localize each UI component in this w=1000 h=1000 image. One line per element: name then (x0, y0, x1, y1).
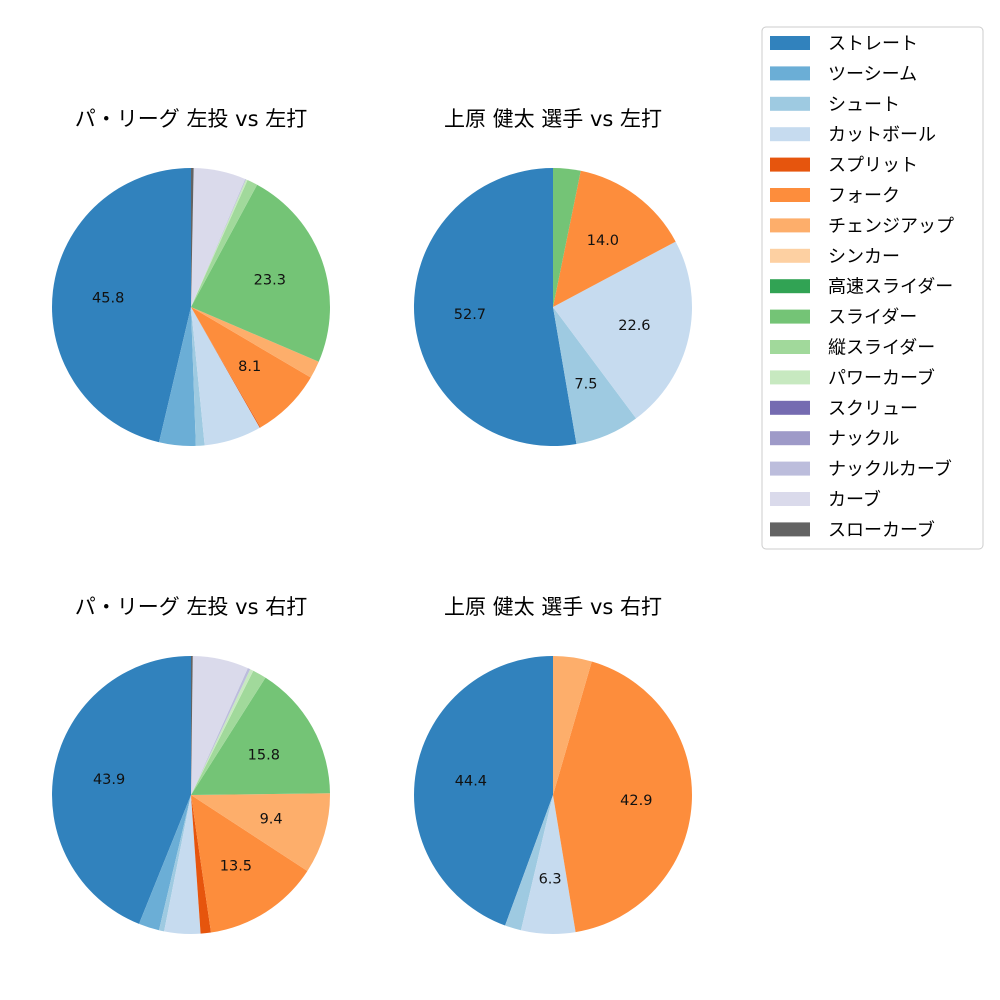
pie-slice (191, 795, 212, 934)
legend-label: カーブ (828, 489, 881, 511)
legend-label: ツーシーム (828, 64, 917, 85)
legend-label: スライダー (828, 307, 917, 328)
pie-slice (164, 795, 201, 935)
pie-slice (191, 307, 260, 446)
chart-panels: パ・リーグ 左投 vs 左打 45.8 8.1 23.3 上原 健太 選手 vs 左打 5… (52, 107, 693, 935)
pie-panel-3: パ・リーグ 左投 vs 右打 43.9 13.5 9.4 15.8 (52, 595, 331, 935)
pie-slice (191, 178, 246, 307)
pie-slice (191, 656, 248, 795)
pie-slice (413, 167, 577, 447)
pie-slice (52, 168, 192, 443)
pie-slice (553, 168, 581, 307)
slice-value-label: 15.8 (248, 747, 280, 763)
pie-slice (191, 656, 193, 795)
pie-slice (553, 656, 592, 795)
pie-slice (553, 241, 693, 419)
legend-swatch (770, 66, 810, 81)
slice-value-label: 42.9 (620, 793, 652, 809)
legend-swatch (770, 157, 810, 172)
legend-swatch (770, 188, 810, 202)
legend-label: ストレート (828, 34, 918, 55)
pie-slice (505, 795, 553, 931)
slice-value-label: 23.3 (254, 273, 286, 289)
pie-slice (191, 307, 205, 446)
legend-swatch (770, 309, 810, 324)
pie-slice (191, 670, 266, 795)
pie-slice (191, 307, 261, 428)
pie-slice (191, 793, 331, 871)
slice-value-label: 14.0 (587, 233, 619, 249)
pie-slice (191, 307, 311, 428)
legend-label: 高速スライダー (828, 277, 953, 298)
legend-swatch (770, 248, 810, 263)
legend-swatch (770, 492, 810, 506)
slice-value-label: 45.8 (92, 290, 124, 306)
pie-slice (553, 307, 637, 444)
pie-slice (191, 168, 246, 307)
pie-slice (191, 179, 248, 307)
pie-slice (191, 307, 319, 378)
slice-value-label: 7.5 (574, 377, 597, 393)
legend-label: ナックル (828, 429, 899, 450)
legend-swatch (770, 522, 810, 537)
pie-slice (191, 677, 330, 795)
legend-swatch (770, 340, 810, 354)
chart-title: パ・リーグ 左投 vs 左打 (75, 107, 307, 131)
legend-swatch (770, 36, 810, 50)
pie-slice (191, 795, 308, 933)
legend-label: フォーク (828, 186, 900, 207)
legend-label: カットボール (828, 125, 936, 146)
pie-slice (52, 656, 191, 924)
legend-label: スローカーブ (828, 519, 935, 541)
pie-slice (191, 168, 194, 307)
pie-slice (191, 184, 330, 362)
legend-swatch (770, 96, 810, 111)
slice-value-label: 9.4 (260, 811, 283, 827)
pie-slice (191, 180, 258, 307)
legend: ストレートツーシームシュートカットボールスプリットフォークチェンジアップシンカー… (761, 26, 984, 550)
legend-label: ナックルカーブ (828, 458, 952, 480)
legend-swatch (770, 370, 810, 385)
pie-slice (191, 668, 251, 795)
pie-panel-1: パ・リーグ 左投 vs 左打 45.8 8.1 23.3 (52, 107, 330, 447)
legend-label: シュート (828, 94, 900, 115)
pie-slice (159, 307, 196, 447)
legend-label: シンカー (828, 246, 900, 267)
legend-frame (761, 26, 984, 550)
slice-value-label: 43.9 (93, 772, 125, 788)
pie-slice (191, 669, 254, 795)
legend-swatch (770, 218, 810, 233)
legend-label: 縦スライダー (828, 338, 935, 359)
legend-label: パワーカーブ (828, 367, 935, 389)
legend-label: スクリュー (828, 398, 918, 419)
slice-value-label: 44.4 (455, 773, 487, 789)
slice-value-label: 8.1 (238, 359, 261, 375)
legend-label: チェンジアップ (828, 216, 954, 237)
legend-swatch (770, 400, 810, 415)
pie-slice (520, 795, 576, 935)
legend-swatch (770, 127, 810, 142)
legend-label: スプリット (828, 155, 918, 176)
slice-value-label: 22.6 (618, 318, 650, 334)
legend-swatch (770, 431, 810, 446)
chart-title: パ・リーグ 左投 vs 右打 (75, 595, 307, 619)
pie-panel-2: 上原 健太 選手 vs 左打 52.7 7.5 22.6 14.0 (413, 107, 693, 447)
legend-swatch (770, 461, 810, 476)
pie-slice (139, 795, 191, 931)
pie-panel-4: 上原 健太 選手 vs 右打 44.4 6.3 42.9 (414, 595, 693, 935)
legend-swatch (770, 279, 810, 294)
slice-value-label: 52.7 (454, 307, 486, 323)
chart-title: 上原 健太 選手 vs 右打 (444, 595, 662, 619)
slice-value-label: 6.3 (539, 871, 562, 887)
pie-slice (414, 656, 553, 926)
legend-items: ストレートツーシームシュートカットボールスプリットフォークチェンジアップシンカー… (770, 34, 954, 541)
pie-slice (158, 795, 191, 932)
pie-slice (553, 170, 676, 307)
slice-value-label: 13.5 (220, 858, 252, 874)
pie-slice (553, 661, 693, 933)
chart-title: 上原 健太 選手 vs 左打 (444, 107, 662, 131)
